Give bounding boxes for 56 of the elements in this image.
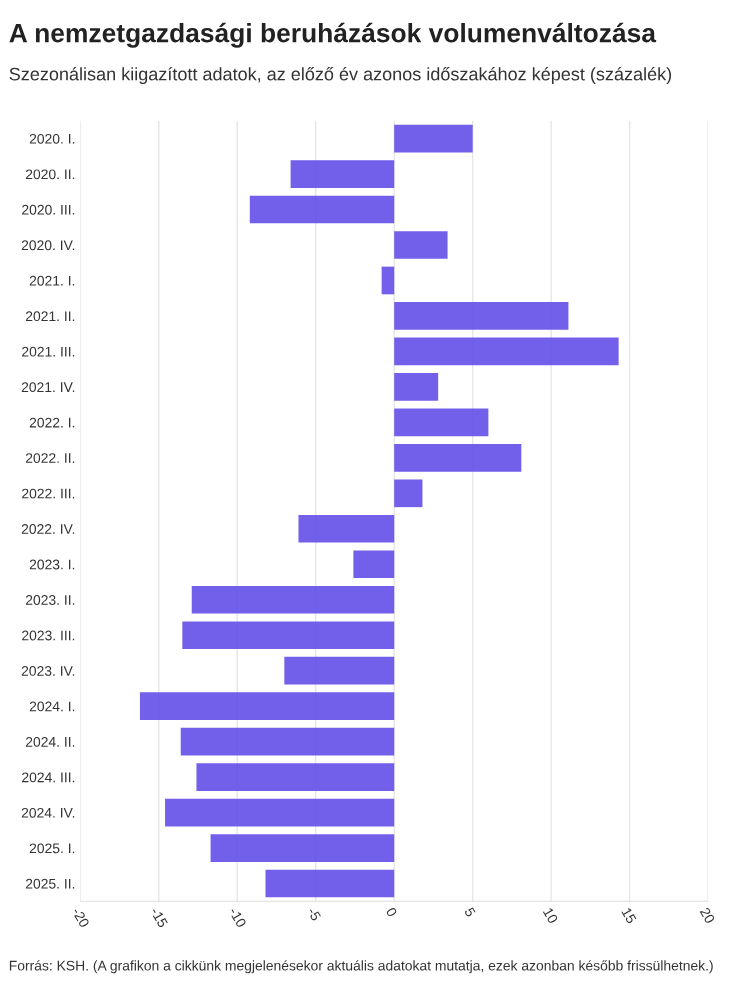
bar [394, 337, 619, 366]
bar [180, 727, 395, 756]
x-tick-label: 20 [699, 906, 716, 925]
y-tick-label: 2020. I. [29, 133, 75, 144]
bar [394, 373, 439, 401]
y-tick-label: 2022. III. [22, 488, 75, 499]
y-tick-label: 2024. II. [25, 736, 75, 747]
x-tick-label: 15 [621, 907, 637, 925]
y-tick-label: 2025. I. [29, 843, 75, 854]
bar [298, 514, 395, 543]
y-tick-label: 2022. I. [29, 417, 75, 428]
y-tick-label: 2021. I. [29, 275, 75, 286]
x-tick-label: 5 [464, 906, 476, 918]
y-tick-label: 2024. IV. [21, 807, 75, 818]
y-tick-label: 2020. III. [22, 204, 75, 215]
bar [284, 656, 395, 685]
y-tick-label: 2023. III. [22, 630, 75, 641]
bar [394, 479, 423, 508]
bar [394, 408, 489, 437]
x-tick-label: -5 [307, 906, 322, 922]
text: Forrás: KSH. (A grafikon a cikkünk megjelenésekor aktuális adatokat mutatja, ezek azonban később frissülhetnek.) [9, 960, 713, 974]
bar [394, 124, 473, 153]
y-tick-label: 2020. IV. [21, 240, 75, 251]
y-tick-label: 2023. I. [29, 559, 75, 570]
bar [290, 160, 395, 188]
bar [381, 266, 395, 295]
bar [191, 585, 395, 614]
bar [196, 763, 395, 791]
x-tick-label: -10 [228, 906, 247, 929]
bar [265, 869, 395, 898]
bar [394, 231, 448, 259]
bar [353, 550, 395, 579]
y-tick-label: 2023. IV. [21, 666, 75, 676]
bar [394, 444, 522, 472]
x-tick-label: -20 [71, 906, 90, 929]
bar [249, 195, 395, 224]
y-tick-label: 2021. IV. [21, 382, 75, 393]
y-tick-label: 2025. II. [25, 878, 75, 889]
y-tick-label: 2024. III. [22, 772, 75, 783]
x-tick-label: -15 [150, 906, 169, 929]
chart-title: A nemzetgazdasági beruházások volumenváltozása [9, 22, 657, 48]
bar [210, 834, 395, 862]
y-tick-label: 2024. I. [29, 701, 75, 712]
y-tick-label: 2020. II. [25, 169, 75, 180]
bar [139, 692, 395, 720]
bar [394, 302, 569, 330]
x-tick-label: 10 [542, 907, 559, 925]
y-tick-label: 2022. IV. [21, 524, 75, 534]
y-tick-label: 2022. II. [25, 453, 75, 464]
chart-subtitle: Szezonálisan kiigazított adatok, az előző év azonos időszakához képest (százalék) [9, 67, 672, 85]
y-tick-label: 2021. II. [25, 311, 75, 322]
y-tick-label: 2023. II. [25, 595, 75, 605]
x-tick-label: 0 [385, 906, 398, 918]
y-tick-label: 2021. III. [22, 346, 75, 357]
bar [165, 798, 395, 827]
bar [182, 621, 395, 650]
